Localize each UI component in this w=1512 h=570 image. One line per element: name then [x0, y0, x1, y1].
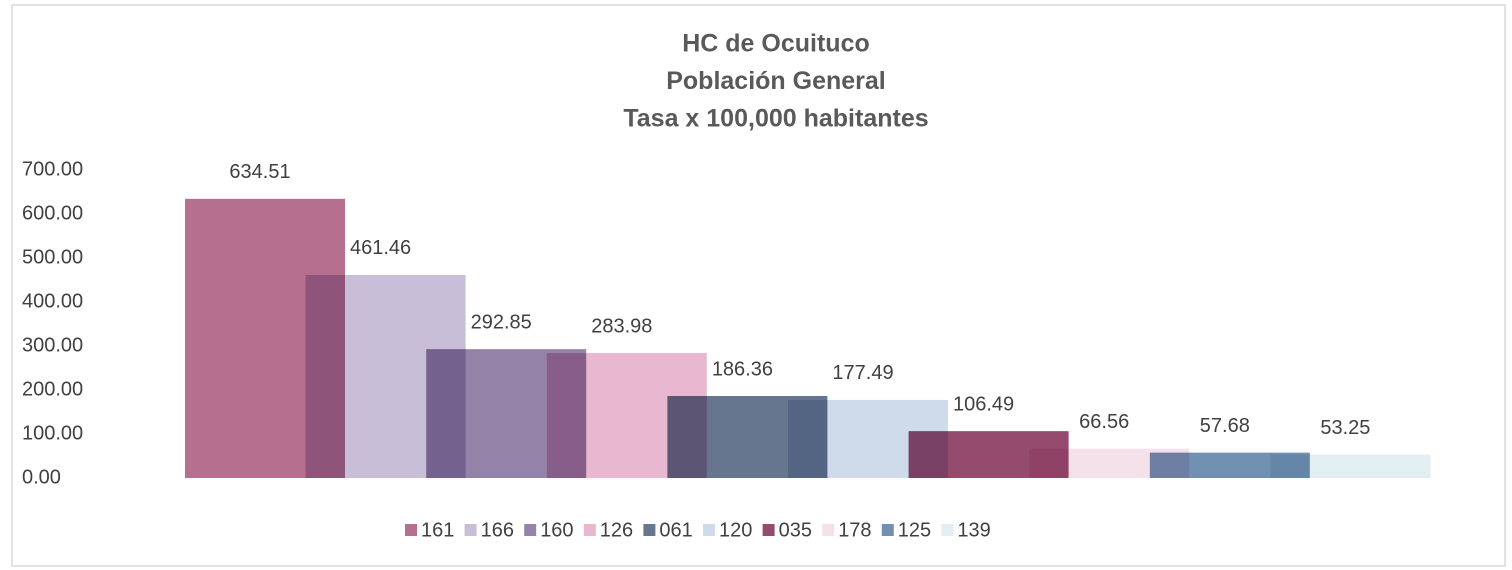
- y-tick-label: 300.00: [22, 334, 83, 356]
- data-label: 57.68: [1200, 415, 1250, 437]
- data-label: 106.49: [953, 393, 1014, 415]
- y-tick-label: 0.00: [22, 466, 61, 488]
- bar: [1270, 454, 1431, 478]
- legend-swatch: [405, 524, 417, 536]
- legend-label: 120: [719, 519, 752, 541]
- y-tick-label: 700.00: [22, 158, 83, 180]
- legend-swatch: [822, 524, 835, 536]
- legend-label: 035: [779, 519, 812, 541]
- legend-swatch: [941, 524, 954, 536]
- legend-label: 160: [540, 519, 573, 541]
- data-label: 634.51: [229, 161, 290, 183]
- y-tick-label: 500.00: [22, 246, 83, 268]
- legend-label: 061: [659, 519, 692, 541]
- legend-swatch: [643, 524, 656, 536]
- legend-swatch: [524, 524, 537, 536]
- chart-title: Población General: [666, 67, 886, 95]
- legend-swatch: [881, 524, 894, 536]
- chart-title: HC de Ocuituco: [682, 30, 870, 58]
- legend-swatch: [762, 524, 775, 536]
- legend-swatch: [703, 524, 715, 536]
- data-label: 66.56: [1079, 411, 1129, 433]
- data-label: 53.25: [1320, 417, 1370, 439]
- legend-label: 161: [421, 519, 454, 541]
- data-label: 177.49: [832, 362, 893, 384]
- y-tick-label: 200.00: [22, 378, 83, 400]
- legend-swatch: [583, 524, 596, 536]
- legend-label: 166: [481, 519, 514, 541]
- data-label: 186.36: [712, 358, 773, 380]
- chart-title: Tasa x 100,000 habitantes: [623, 105, 928, 133]
- y-tick-label: 400.00: [22, 290, 83, 312]
- legend-label: 178: [838, 519, 871, 541]
- legend-swatch: [464, 524, 477, 536]
- data-label: 292.85: [471, 311, 532, 333]
- y-tick-label: 600.00: [22, 202, 83, 224]
- legend-label: 139: [957, 519, 990, 541]
- legend-label: 125: [898, 519, 931, 541]
- data-label: 283.98: [591, 315, 652, 337]
- data-label: 461.46: [350, 237, 411, 259]
- y-tick-label: 100.00: [22, 422, 83, 444]
- legend-label: 126: [600, 519, 633, 541]
